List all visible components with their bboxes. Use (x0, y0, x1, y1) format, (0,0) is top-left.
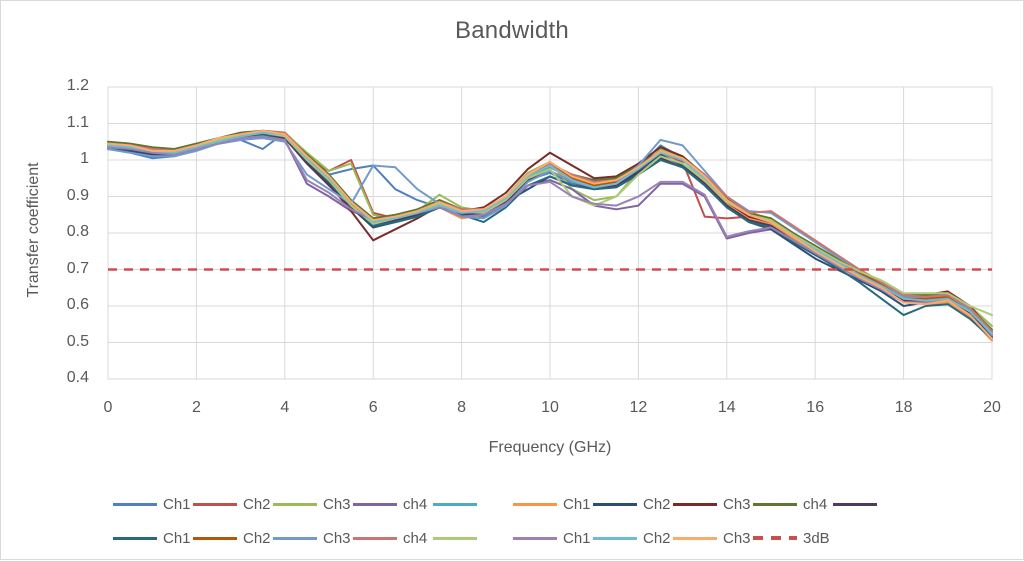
legend-label: Ch3 (323, 529, 351, 547)
x-tick-label: 6 (368, 399, 378, 416)
y-axis-tick-labels: 1.2 1.1 1 0.9 0.8 0.7 0.6 0.5 0.4 (29, 1, 89, 559)
legend-item-blank (433, 502, 513, 506)
legend-line-swatch (753, 502, 797, 506)
legend-label: Ch3 (723, 495, 751, 513)
legend-line-swatch (833, 502, 877, 506)
legend-item-blank (833, 502, 913, 506)
legend-label: Ch2 (243, 495, 271, 513)
chart-title: Bandwidth (455, 17, 569, 44)
x-tick-label: 18 (894, 399, 913, 416)
series-line-16-Ch2 (107, 131, 993, 335)
y-tick-label: 1.1 (66, 113, 89, 131)
legend-label: ch4 (403, 495, 428, 513)
legend-line-swatch (593, 502, 637, 506)
legend-line-swatch (673, 502, 717, 506)
x-tick-label: 2 (191, 399, 201, 416)
legend-line-swatch (193, 536, 237, 540)
legend-label: Ch1 (163, 495, 191, 513)
legend-line-swatch (753, 536, 797, 540)
x-tick-label: 12 (629, 399, 648, 416)
x-tick-label: 14 (717, 399, 736, 416)
legend-item-ch3: Ch3 (273, 530, 353, 547)
legend-label: Ch2 (243, 529, 271, 547)
legend-item-ch2: Ch2 (193, 530, 273, 547)
legend-line-swatch (433, 502, 477, 506)
legend-label: Ch2 (643, 495, 671, 513)
legend-item-3db: 3dB (753, 530, 833, 547)
legend-item-blank (433, 536, 513, 540)
legend-item-ch3: Ch3 (673, 496, 753, 513)
legend-item-ch1: Ch1 (513, 496, 593, 513)
legend-line-swatch (353, 502, 397, 506)
chart-legend: Ch1 Ch2 Ch3 ch4 Ch1 Ch2 Ch3 ch4 Ch1 Ch2 Ch3 ch4 Ch1 C… (113, 487, 913, 555)
legend-item-ch1: Ch1 (513, 530, 593, 547)
legend-line-swatch (273, 502, 317, 506)
series-line-12-Ch3 (107, 137, 993, 337)
legend-label: ch4 (403, 529, 428, 547)
y-tick-label: 0.6 (66, 296, 89, 313)
legend-item-ch4: ch4 (353, 496, 433, 513)
series-line-10-Ch1 (107, 133, 993, 340)
legend-line-swatch (273, 536, 317, 540)
legend-line-swatch (193, 502, 237, 506)
legend-label: Ch3 (723, 529, 751, 547)
y-tick-label: 0.9 (66, 186, 89, 204)
legend-item-ch4: ch4 (353, 530, 433, 547)
legend-label: Ch1 (563, 495, 591, 513)
legend-line-swatch (513, 536, 557, 540)
legend-line-swatch (113, 502, 157, 506)
legend-row: Ch1 Ch2 Ch3 ch4 Ch1 Ch2 Ch3 ch4 (113, 487, 913, 521)
y-tick-label: 0.5 (66, 332, 89, 350)
legend-line-swatch (673, 536, 717, 540)
legend-item-ch4: ch4 (753, 496, 833, 513)
x-tick-label: 0 (103, 399, 113, 416)
x-tick-label: 8 (457, 399, 467, 416)
y-tick-label: 1.2 (66, 77, 89, 94)
legend-item-ch1: Ch1 (113, 530, 193, 547)
x-tick-label: 10 (541, 399, 559, 416)
legend-label: Ch1 (563, 529, 591, 547)
legend-line-swatch (593, 536, 637, 540)
legend-label: Ch2 (643, 529, 671, 547)
legend-item-ch1: Ch1 (113, 496, 193, 513)
x-axis-tick-labels: 0 2 4 6 8 10 12 14 16 18 20 (1, 399, 1023, 423)
y-tick-label: 0.7 (66, 259, 89, 277)
legend-line-swatch (113, 536, 157, 540)
y-tick-label: 0.4 (66, 369, 89, 386)
y-tick-label: 1 (80, 150, 89, 167)
x-tick-label: 20 (983, 399, 1001, 416)
plot-border (107, 86, 993, 380)
legend-line-swatch (353, 536, 397, 540)
legend-item-ch3: Ch3 (273, 496, 353, 513)
legend-label: Ch1 (163, 529, 191, 547)
legend-item-ch2: Ch2 (593, 496, 673, 513)
y-tick-label: 0.8 (66, 223, 89, 240)
legend-item-ch2: Ch2 (193, 496, 273, 513)
legend-label: 3dB (803, 529, 830, 547)
legend-label: ch4 (803, 495, 828, 513)
legend-line-swatch (433, 536, 477, 540)
x-axis-title: Frequency (GHz) (488, 439, 612, 456)
legend-item-ch3: Ch3 (673, 530, 753, 547)
legend-row: Ch1 Ch2 Ch3 ch4 Ch1 Ch2 Ch3 3dB (113, 521, 913, 555)
x-tick-label: 4 (280, 399, 290, 416)
legend-label: Ch3 (323, 495, 351, 513)
legend-line-swatch (513, 502, 557, 506)
legend-item-ch2: Ch2 (593, 530, 673, 547)
x-tick-label: 16 (806, 399, 825, 416)
